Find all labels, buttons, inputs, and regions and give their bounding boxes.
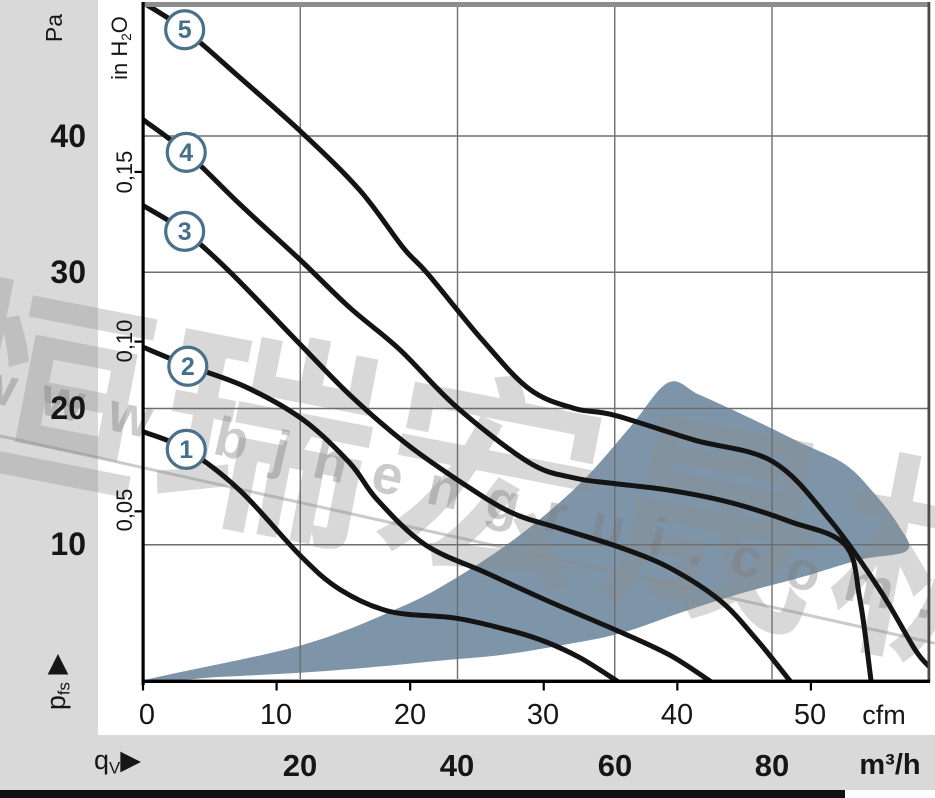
inh2o-tick-015: 0,15 (112, 150, 137, 194)
curve-marker-number-4: 4 (179, 139, 193, 167)
inh2o-unit-sub: 2 (118, 33, 134, 41)
curve-marker-number-3: 3 (178, 218, 192, 246)
inh2o-unit-suffix: O (107, 16, 132, 34)
left-axis-band (0, 0, 98, 735)
pa-tick-20: 20 (50, 390, 86, 426)
inh2o-unit-label: in H2O (107, 0, 134, 103)
curve-marker-circle-5 (164, 9, 206, 51)
cfm-unit-label: cfm (862, 700, 906, 730)
pa-unit-label: Pa (41, 13, 67, 43)
plot-top-border (143, 2, 930, 7)
qv-sub: V (109, 758, 121, 778)
cfm-tick-30: 30 (526, 699, 560, 731)
inh2o-tick-005: 0,05 (112, 488, 137, 532)
curve-marker-number-5: 5 (178, 16, 192, 44)
cfm-tick-20: 20 (393, 699, 427, 731)
m3h-tick-80: 80 (754, 748, 790, 783)
y-axis-symbol-pfs: pfs ▶ (41, 617, 74, 747)
m3h-tick-60: 60 (597, 748, 633, 783)
cfm-tick-0: 0 (138, 699, 156, 731)
cfm-tick-40: 40 (660, 699, 694, 731)
qv-base: q (94, 745, 110, 775)
cfm-tick-50: 50 (793, 699, 827, 731)
pfs-sub: fs (54, 682, 74, 696)
qv-arrow-icon: ▶ (120, 745, 141, 775)
pfs-base: p (41, 695, 71, 711)
x-axis-symbol-qv: qV▶ (94, 745, 141, 778)
curve-marker-5: 5 (164, 9, 206, 51)
bottom-axis-band (0, 735, 935, 790)
inh2o-tick-010: 0,10 (112, 319, 137, 363)
m3h-unit-label: m³/h (859, 749, 921, 781)
pa-tick-10: 10 (50, 526, 86, 562)
curve-marker-circle-4 (165, 131, 207, 173)
cfm-tick-10: 10 (259, 699, 293, 731)
curve-marker-4: 4 (165, 131, 207, 173)
m3h-tick-40: 40 (439, 748, 475, 783)
bottom-black-bar (0, 790, 845, 798)
pa-tick-40: 40 (50, 118, 86, 154)
pfs-arrow-icon: ▶ (41, 653, 71, 675)
pa-tick-30: 30 (50, 254, 86, 290)
inh2o-unit-prefix: in H (107, 40, 132, 80)
m3h-tick-20: 20 (282, 748, 318, 783)
